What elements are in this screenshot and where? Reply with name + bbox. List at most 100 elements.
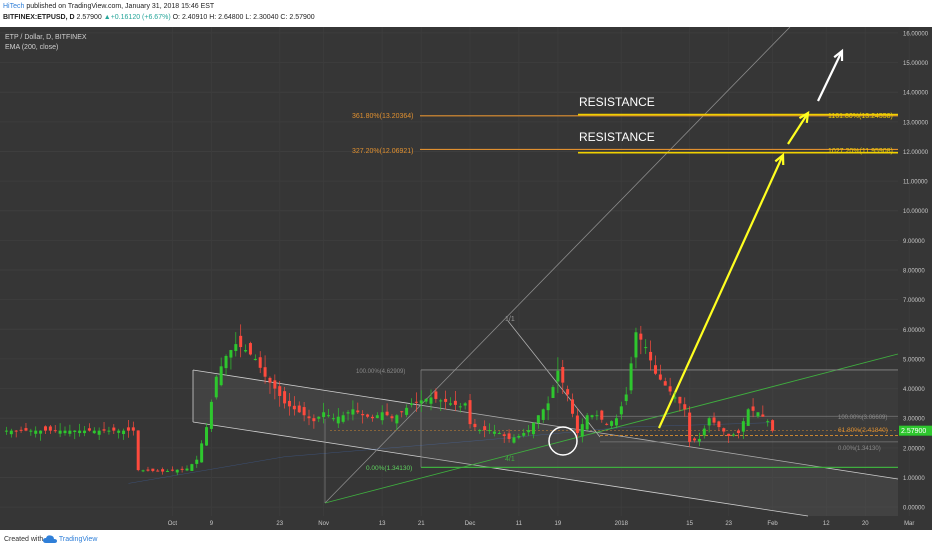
gann-label-4x1: 4/1 [505,456,515,463]
candle-body-94 [463,403,467,406]
candle-body-90 [444,398,448,402]
candle-body-38 [190,464,194,471]
candle-body-103 [507,433,511,439]
candle-body-131 [644,347,648,349]
candle-body-145 [712,417,716,423]
candle-body-32 [161,469,165,472]
candle-body-58 [287,400,291,407]
legend-ema: EMA (200, close) [5,44,58,51]
candle-body-14 [73,430,77,433]
candle-body-102 [502,434,506,436]
candle-body-46 [229,350,233,358]
candle-body-41 [205,427,209,446]
gann-fan-1x1 [324,27,791,504]
candle-body-98 [483,426,487,431]
candle-body-26 [131,427,135,431]
candle-body-16 [83,430,87,434]
candle-body-81 [400,411,404,413]
candle-body-143 [702,428,706,436]
y-tick-label-6: 10.00000 [903,209,929,215]
candle-body-150 [736,430,740,434]
fib-zone-fill [421,369,898,468]
breakout-arrow [817,48,844,102]
candle-body-123 [605,423,609,425]
candle-body-64 [317,416,321,419]
candle-body-83 [409,403,413,405]
candle-body-138 [678,396,682,404]
y-tick-label-15: 1.00000 [903,476,925,482]
candle-body-40 [200,443,204,463]
candle-body-156 [766,421,770,423]
y-tick-label-0: 16.00000 [903,31,929,37]
candle-body-78 [385,411,389,416]
candle-body-76 [375,415,379,419]
candle-body-111 [546,403,550,411]
candle-body-146 [717,421,721,428]
candle-body-151 [741,421,745,432]
candle-body-118 [580,424,584,437]
breakout-arrow-shaft [817,50,843,102]
candle-body-54 [268,377,272,383]
candle-body-24 [122,430,126,435]
fib-small-label-100: 100.00%(4.62909) [356,369,405,375]
candle-body-95 [468,400,472,425]
publish-line: HiTech published on TradingView.com, Jan… [3,3,214,10]
projection-arrow-head [774,152,785,166]
candle-body-0 [4,430,8,432]
candle-body-107 [527,430,531,433]
x-tick-label-15: Mar [904,521,914,527]
x-axis-labels: Oct923Nov1321Dec111920181523Feb1220Mar12… [168,521,915,527]
y-tick-label-3: 13.00000 [903,120,929,126]
price-chart[interactable]: 16.00000 15.00000 14.00000 13.00000 12.00000… [0,27,932,530]
candle-body-126 [619,406,623,415]
candle-body-128 [629,363,633,391]
candle-body-74 [366,414,370,417]
candle-body-11 [58,430,62,434]
candle-body-63 [312,418,316,422]
fib-right-label-1: 1161.80%(13.24558) [828,113,893,120]
projection-arrow-shaft [657,154,785,429]
candle-body-69 [341,415,345,422]
candle-body-43 [214,376,218,398]
channel-lower-line [192,421,809,517]
candle-body-29 [146,469,150,471]
candle-body-152 [746,409,750,426]
x-tick-label-12: Feb [767,521,778,527]
chart-header: HiTech published on TradingView.com, Jan… [0,0,932,27]
x-tick-label-5: 21 [418,521,425,527]
candle-body-51 [253,358,257,361]
legend-title: ETP / Dollar, D, BITFINEX [5,34,87,41]
candle-body-149 [732,434,736,436]
symbol-line: BITFINEX:ETPUSD, D 2.57900 ▲+0.16120 (+6… [3,14,315,21]
candle-body-59 [292,405,296,410]
candle-body-139 [683,404,687,410]
grid [0,27,910,516]
x-tick-label-3: Nov [318,521,329,527]
candle-body-30 [151,468,155,471]
current-price-marker: 2.57900 [899,425,932,436]
candle-body-12 [63,430,67,434]
candle-body-120 [590,415,594,418]
candle-body-1 [9,430,13,435]
candle-body-22 [112,427,116,431]
breakout-arrow-head [833,48,844,62]
candle-body-62 [307,416,311,419]
candle-body-70 [346,412,350,414]
tradingview-link[interactable]: TradingView [58,536,98,543]
candle-body-140 [688,412,692,442]
candle-body-117 [575,415,579,434]
y-tick-label-12: 4.00000 [903,387,925,393]
x-tick-label-11: 23 [725,521,732,527]
candle-body-56 [278,386,282,396]
candle-body-10 [53,430,57,432]
candle-body-129 [634,332,638,358]
projection-arrow [657,152,785,429]
author-link[interactable]: HiTech [3,3,25,10]
candle-body-18 [92,430,96,434]
candle-body-68 [336,416,340,424]
candle-body-27 [136,430,140,471]
projection-arrow-short-shaft [787,112,809,145]
candle-body-50 [248,343,252,355]
y-tick-label-14: 2.00000 [903,446,925,452]
candle-body-8 [43,426,47,431]
